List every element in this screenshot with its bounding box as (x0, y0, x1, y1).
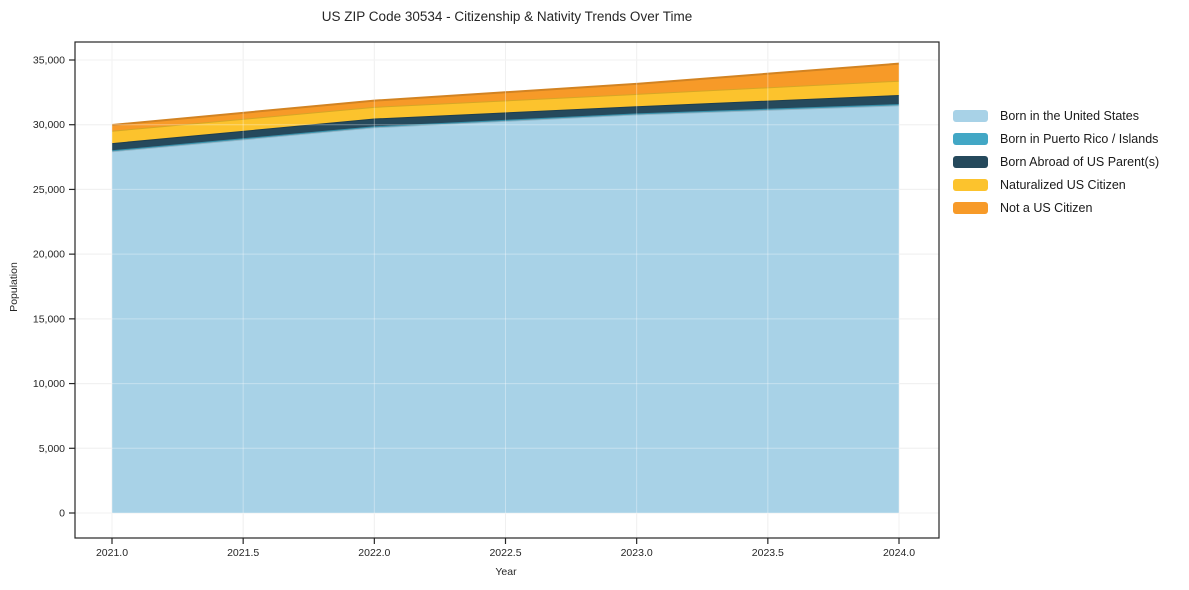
y-tick-label: 25,000 (33, 184, 65, 196)
legend-label: Born in the United States (1000, 108, 1139, 123)
y-tick-label: 20,000 (33, 249, 65, 261)
y-axis-label: Population (8, 262, 20, 312)
legend-item-2: Born Abroad of US Parent(s) (953, 150, 1159, 173)
y-tick-label: 35,000 (33, 55, 65, 67)
axis-frame (74, 41, 940, 539)
y-tick-label: 0 (59, 508, 65, 520)
legend-label: Born Abroad of US Parent(s) (1000, 154, 1160, 169)
x-tick-label: 2021.0 (96, 547, 128, 559)
legend-label: Born in Puerto Rico / Islands (1000, 131, 1159, 146)
tick-labels: 0 5,000 10,000 15,000 20,000 25,000 30,000 35,0… (33, 55, 915, 560)
legend: Born in the United States Born in Puerto … (953, 104, 1159, 219)
area-layer-4 (112, 63, 899, 131)
x-axis-label: Year (495, 566, 517, 578)
y-tick-label: 30,000 (33, 119, 65, 131)
tick-marks (69, 59, 900, 544)
chart-title: US ZIP Code 30534 - Citizenship & Nativi… (321, 9, 693, 24)
legend-swatch-icon (953, 178, 988, 191)
x-tick-label: 2022.5 (489, 547, 521, 559)
legend-swatch-icon (953, 155, 988, 168)
legend-item-1: Born in Puerto Rico / Islands (953, 127, 1159, 150)
legend-item-0: Born in the United States (953, 104, 1159, 127)
y-tick-label: 10,000 (33, 378, 65, 390)
legend-item-3: Naturalized US Citizen (953, 173, 1159, 196)
y-tick-label: 5,000 (39, 443, 65, 455)
legend-swatch-icon (953, 109, 988, 122)
x-tick-label: 2024.0 (883, 547, 915, 559)
area-layer-0 (112, 105, 899, 514)
grid-overlay (75, 42, 939, 538)
x-tick-label: 2023.0 (621, 547, 653, 559)
y-tick-label: 15,000 (33, 313, 65, 325)
area-layer-3 (112, 80, 899, 144)
x-tick-label: 2023.5 (752, 547, 784, 559)
area-edge-4 (111, 62, 900, 126)
x-tick-label: 2022.0 (358, 547, 390, 559)
legend-swatch-icon (953, 132, 988, 145)
legend-swatch-icon (953, 201, 988, 214)
area-layer-2 (112, 94, 899, 151)
legend-label: Naturalized US Citizen (1000, 177, 1126, 192)
legend-label: Not a US Citizen (1000, 200, 1093, 215)
legend-item-4: Not a US Citizen (953, 196, 1159, 219)
x-tick-label: 2021.5 (227, 547, 259, 559)
area-layers (111, 62, 900, 514)
